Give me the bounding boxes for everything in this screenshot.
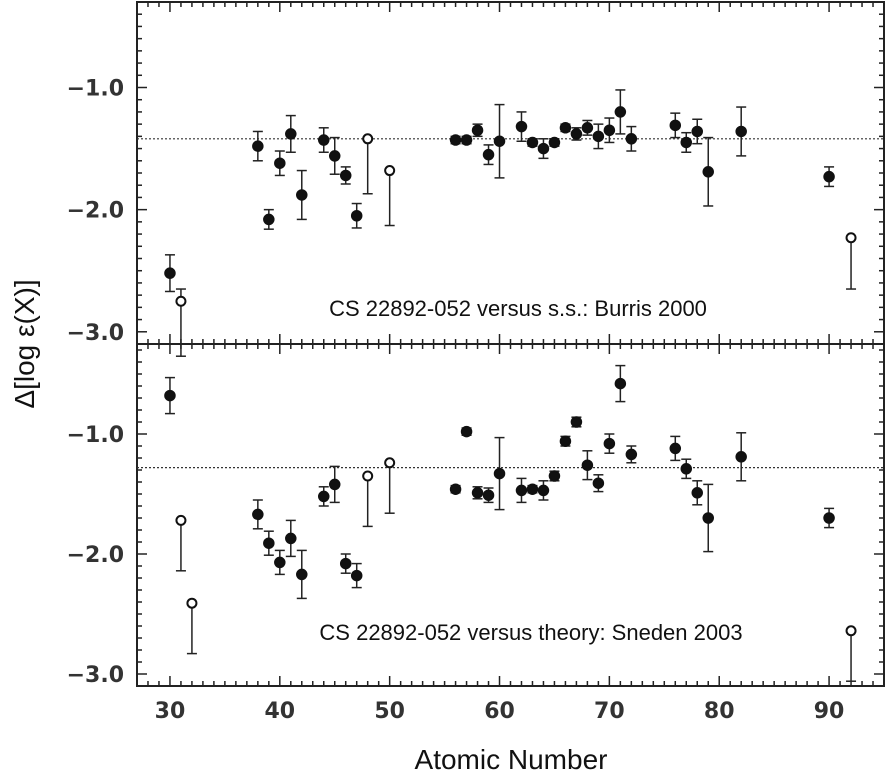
data-point-filled	[603, 437, 616, 450]
y-tick-label: −2.0	[67, 543, 124, 568]
panel-label-bottom: CS 22892-052 versus theory: Sneden 2003	[319, 620, 742, 645]
data-point-filled	[669, 119, 682, 132]
data-point-filled	[702, 166, 714, 178]
y-axis-title: Δ[log ε(X)]	[9, 279, 40, 408]
data-point-filled	[625, 133, 638, 145]
x-tick-label: 80	[704, 699, 735, 724]
data-point-filled	[625, 448, 638, 461]
data-point-filled	[471, 487, 484, 499]
data-point-filled	[680, 136, 693, 149]
data-point-open	[175, 295, 187, 307]
data-point-open	[175, 514, 187, 526]
data-point-filled	[823, 170, 835, 183]
data-point-filled	[614, 377, 627, 390]
data-point-filled	[735, 125, 747, 138]
data-point-filled	[164, 267, 176, 279]
data-point-filled	[581, 122, 594, 134]
data-point-filled	[460, 425, 473, 438]
data-point-filled	[263, 537, 275, 549]
x-tick-label: 90	[814, 699, 845, 724]
panel-frame-top	[136, 1, 885, 345]
data-point-filled	[318, 134, 330, 146]
data-point-filled	[493, 135, 506, 147]
x-tick-label: 70	[594, 699, 625, 724]
data-point-filled	[164, 389, 176, 402]
data-point-filled	[603, 124, 616, 136]
panel-burris: −1.0 −2.0 −3.0 CS 22892-052 versus s.s.: B…	[67, 1, 885, 357]
data-point-filled	[526, 136, 539, 149]
data-point-filled	[493, 467, 506, 480]
data-point-filled	[570, 128, 583, 140]
data-point-open	[384, 165, 396, 177]
data-point-filled	[318, 490, 330, 503]
y-tick-label: −3.0	[67, 321, 124, 346]
data-point-filled	[702, 512, 714, 524]
data-point-filled	[691, 125, 703, 138]
data-point-filled	[537, 484, 550, 497]
data-point-filled	[823, 512, 835, 524]
data-point-filled	[339, 557, 352, 570]
panel-label-top: CS 22892-052 versus s.s.: Burris 2000	[329, 296, 707, 321]
data-point-filled	[559, 122, 572, 134]
data-point-open	[845, 232, 857, 244]
data-point-filled	[669, 442, 682, 455]
data-point-filled	[592, 130, 605, 143]
x-tick-labels: 30 40 50 60 70 80 90	[155, 699, 845, 724]
x-tick-label: 50	[374, 699, 405, 724]
data-point-filled	[350, 210, 363, 222]
data-point-filled	[537, 142, 550, 155]
data-point-filled	[285, 532, 297, 545]
data-point-filled	[274, 556, 286, 569]
panel-sneden: −1.0 −2.0 −3.0 CS 22892-052 versus theory:…	[67, 343, 885, 688]
y-tick-label: −1.0	[67, 423, 124, 448]
data-point-filled	[252, 140, 264, 152]
data-point-open	[362, 133, 374, 145]
data-point-filled	[296, 189, 308, 201]
data-point-open	[186, 597, 198, 609]
y-tick-label: −3.0	[67, 663, 124, 688]
x-axis-title: Atomic Number	[415, 744, 608, 775]
data-point-filled	[263, 213, 275, 226]
data-point-filled	[350, 569, 363, 582]
y-tick-label: −1.0	[67, 77, 124, 102]
data-point-open	[384, 457, 396, 469]
data-point-filled	[680, 463, 693, 475]
data-point-filled	[296, 568, 308, 581]
data-point-filled	[328, 478, 341, 491]
data-point-filled	[449, 483, 462, 495]
data-point-filled	[548, 470, 561, 482]
data-point-filled	[471, 124, 484, 136]
data-point-filled	[328, 150, 341, 162]
data-point-filled	[581, 459, 594, 471]
data-point-filled	[614, 106, 627, 118]
data-point-filled	[252, 508, 264, 521]
data-point-filled	[691, 487, 703, 499]
data-point-filled	[735, 451, 747, 463]
data-point-filled	[592, 477, 605, 489]
data-point-filled	[449, 134, 462, 146]
data-point-filled	[526, 483, 539, 495]
data-point-open	[362, 470, 374, 482]
x-tick-label: 40	[264, 699, 295, 724]
data-point-filled	[285, 128, 297, 140]
data-point-filled	[548, 136, 561, 149]
data-point-filled	[559, 435, 572, 447]
data-point-filled	[515, 120, 528, 133]
data-point-filled	[339, 169, 352, 182]
data-point-filled	[515, 484, 528, 497]
y-tick-label: −2.0	[67, 199, 124, 224]
data-point-filled	[482, 489, 495, 501]
data-point-filled	[274, 157, 286, 169]
data-point-filled	[460, 134, 473, 146]
data-point-open	[845, 625, 857, 637]
x-tick-label: 30	[155, 699, 186, 724]
data-point-filled	[482, 148, 495, 161]
x-tick-label: 60	[484, 699, 515, 724]
data-point-filled	[570, 416, 583, 428]
